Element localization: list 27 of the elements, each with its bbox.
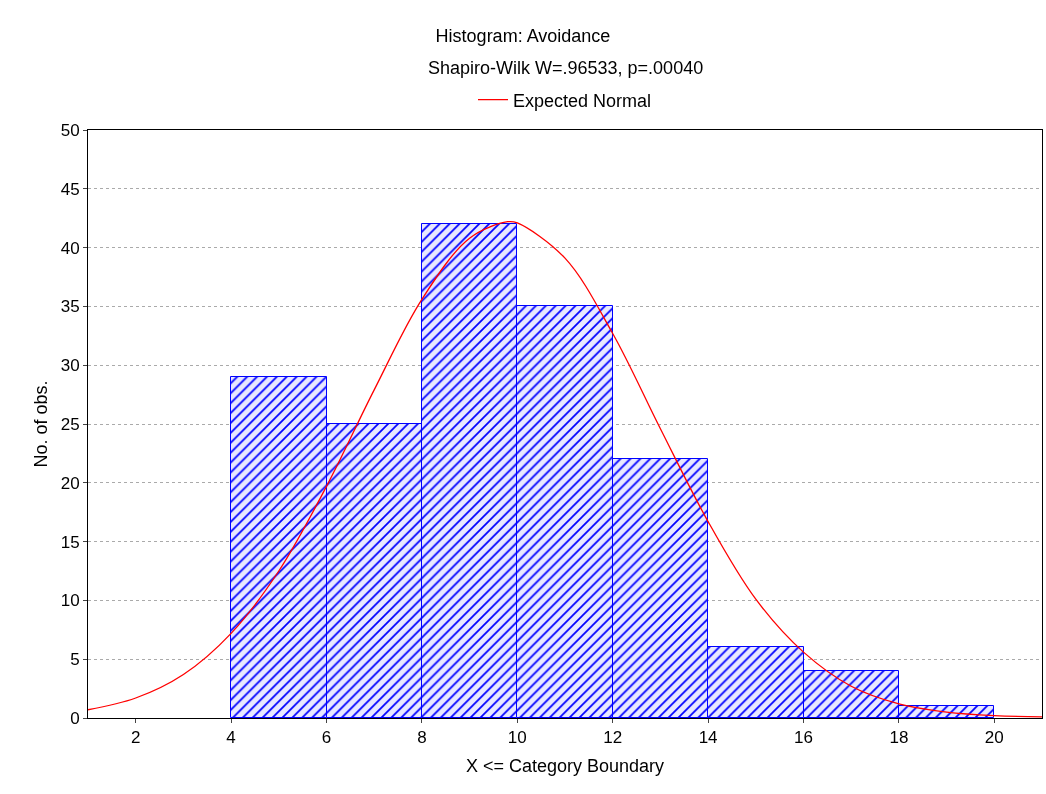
x-tick-label: 16 [794,728,813,748]
y-tick-label: 5 [70,650,80,670]
x-tick-label: 6 [321,728,332,748]
x-tick-label: 4 [226,728,236,748]
y-tick-label: 25 [60,414,80,434]
x-tick-label: 14 [698,728,718,748]
y-tick-label: 40 [60,238,80,258]
x-axis-title: X <= Category Boundary [465,755,665,776]
y-tick-label: 10 [60,591,80,611]
x-tick-label: 8 [417,728,427,748]
y-axis-title: No. of obs. [30,380,51,468]
x-tick-label: 20 [984,728,1004,748]
y-tick-label: 35 [60,297,80,317]
legend-label: Expected Normal [513,90,652,111]
y-tick-label: 45 [60,179,80,199]
y-tick-label: 30 [60,356,80,376]
x-tick-label: 12 [603,728,623,748]
x-tick-label: 18 [889,728,909,748]
y-tick-label: 0 [70,708,80,728]
x-tick-label: 10 [507,728,527,748]
y-tick-label: 20 [60,473,80,493]
y-tick-label: 50 [60,120,80,140]
line-series [88,220,1042,718]
chart-title: Histogram: Avoidance [435,26,611,47]
y-tick-label: 15 [60,532,80,552]
x-tick-label: 2 [130,728,141,748]
chart-subtitle: Shapiro-Wilk W=.96533, p=.00040 [428,58,704,78]
